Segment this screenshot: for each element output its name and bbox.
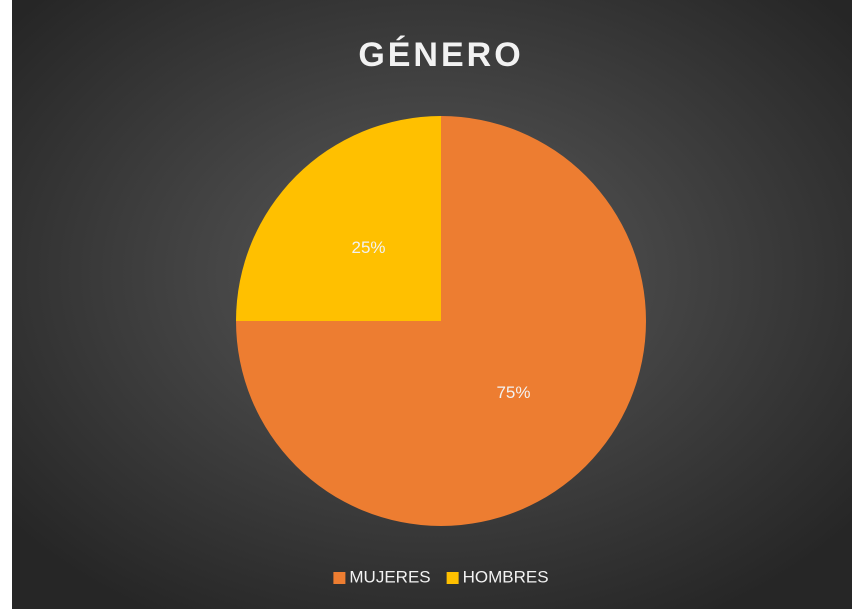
pie-slice bbox=[236, 116, 441, 321]
legend-label: HOMBRES bbox=[463, 567, 549, 586]
chart-title: GÉNERO bbox=[358, 36, 523, 74]
data-label: 25% bbox=[352, 238, 386, 257]
legend-swatch bbox=[446, 572, 459, 584]
legend-label: MUJERES bbox=[349, 567, 430, 586]
data-label: 75% bbox=[496, 383, 530, 402]
legend-swatch bbox=[333, 572, 346, 584]
